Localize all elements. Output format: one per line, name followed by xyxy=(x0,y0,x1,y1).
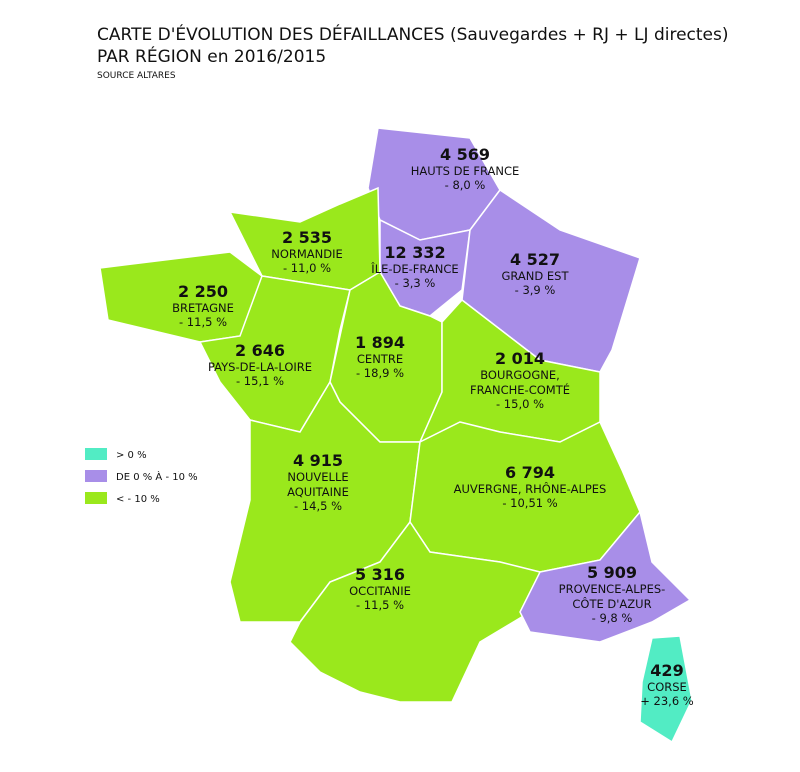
region-count: 5 316 xyxy=(355,565,405,584)
region-name: NOUVELLE xyxy=(287,470,348,484)
region-change: - 8,0 % xyxy=(445,178,486,192)
region-count: 4 527 xyxy=(510,250,560,269)
region-change: - 10,51 % xyxy=(502,496,557,510)
region-change: - 14,5 % xyxy=(294,499,342,513)
legend-swatch xyxy=(85,470,107,482)
legend-swatch xyxy=(85,448,107,460)
title-line: CARTE D'ÉVOLUTION DES DÉFAILLANCES (Sauv… xyxy=(97,23,729,45)
region-count: 2 535 xyxy=(282,228,332,247)
region-count: 4 569 xyxy=(440,145,490,164)
region-name: BOURGOGNE, xyxy=(480,368,560,382)
region-name: CORSE xyxy=(647,680,687,694)
region-change: - 15,1 % xyxy=(236,374,284,388)
region-name: ÎLE-DE-FRANCE xyxy=(370,261,458,276)
regions xyxy=(99,127,693,744)
region-count: 12 332 xyxy=(384,243,445,262)
region-change: - 9,8 % xyxy=(592,611,633,625)
legend-label: DE 0 % À - 10 % xyxy=(116,470,198,483)
region-name: AUVERGNE, RHÔNE-ALPES xyxy=(454,481,607,496)
title-line: PAR RÉGION en 2016/2015 xyxy=(97,45,326,67)
region-change: + 23,6 % xyxy=(640,694,694,708)
region-name: GRAND EST xyxy=(501,269,569,283)
region-change: - 15,0 % xyxy=(496,397,544,411)
region-name: HAUTS DE FRANCE xyxy=(411,164,520,178)
region-change: - 11,5 % xyxy=(356,598,404,612)
region-name: CÔTE D'AZUR xyxy=(572,596,651,611)
region-name: FRANCHE-COMTÉ xyxy=(470,382,570,397)
region-count: 1 894 xyxy=(355,333,405,352)
region-name: BRETAGNE xyxy=(172,301,234,315)
region-change: - 18,9 % xyxy=(356,366,404,380)
region-name: CENTRE xyxy=(357,352,403,366)
region xyxy=(639,635,693,744)
source: SOURCE ALTARES xyxy=(97,71,176,81)
region-change: - 3,9 % xyxy=(515,283,556,297)
region-count: 2 250 xyxy=(178,282,228,301)
legend-swatch xyxy=(85,492,107,504)
region xyxy=(519,510,692,643)
legend-label: < - 10 % xyxy=(116,494,160,505)
region-count: 2 014 xyxy=(495,349,545,368)
region-change: - 11,0 % xyxy=(283,261,331,275)
region-count: 429 xyxy=(650,661,683,680)
region-name: PROVENCE-ALPES- xyxy=(559,582,666,596)
region-change: - 3,3 % xyxy=(395,276,436,290)
legend-label: > 0 % xyxy=(116,450,147,461)
region-count: 4 915 xyxy=(293,451,343,470)
region-name: AQUITAINE xyxy=(287,485,349,499)
region-count: 5 909 xyxy=(587,563,637,582)
region-count: 6 794 xyxy=(505,463,555,482)
region-change: - 11,5 % xyxy=(179,315,227,329)
region-count: 2 646 xyxy=(235,341,285,360)
region-name: OCCITANIE xyxy=(349,584,411,598)
region-name: PAYS-DE-LA-LOIRE xyxy=(208,360,312,374)
region-name: NORMANDIE xyxy=(271,247,343,261)
